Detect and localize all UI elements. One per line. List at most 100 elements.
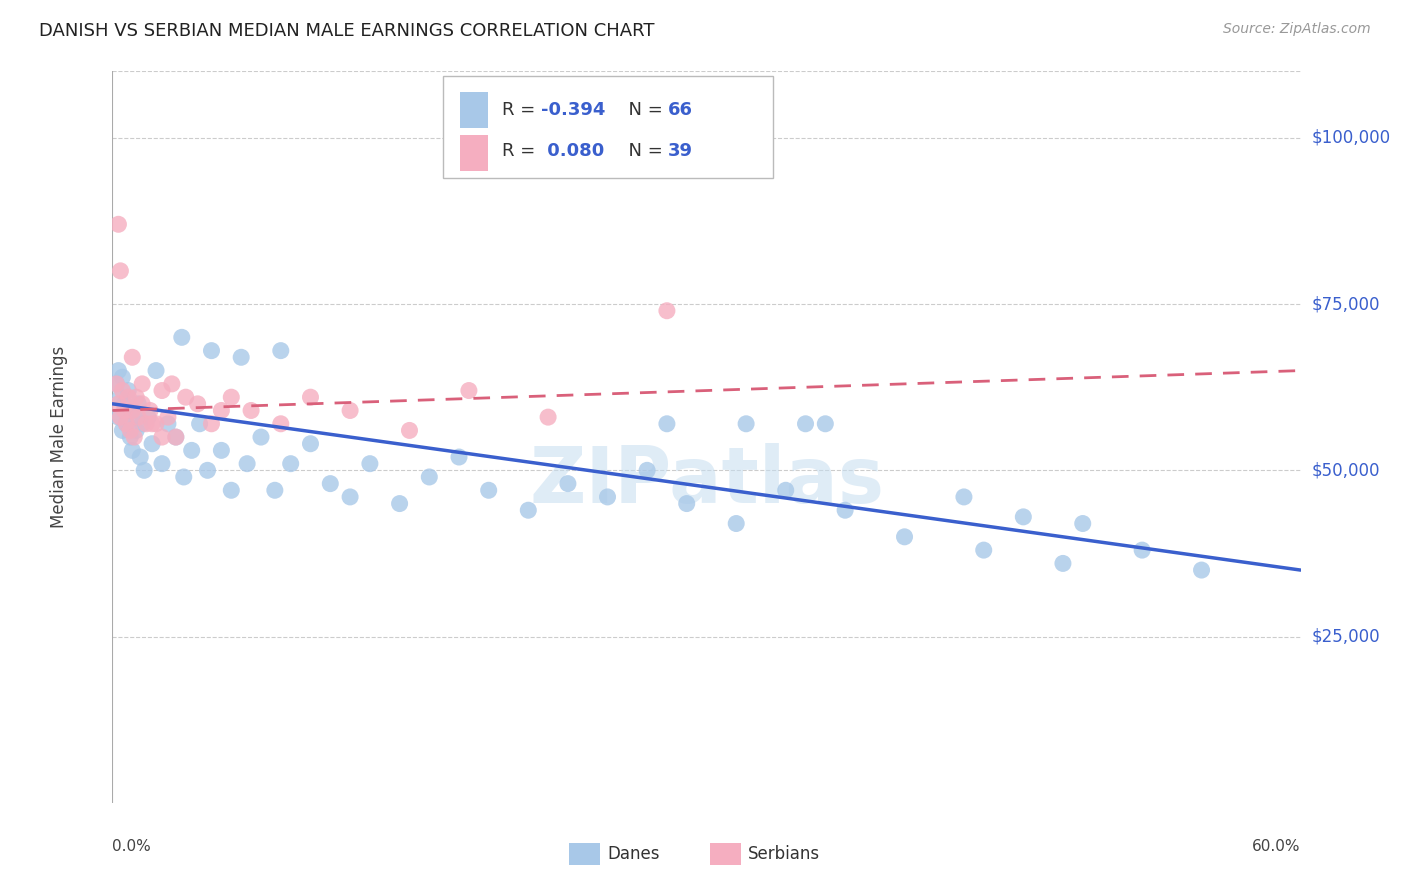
Text: 60.0%: 60.0% bbox=[1253, 839, 1301, 855]
Point bbox=[139, 403, 162, 417]
Point bbox=[141, 417, 163, 431]
Point bbox=[107, 363, 129, 377]
Point bbox=[200, 417, 222, 431]
Point bbox=[127, 397, 149, 411]
Text: ZIPatlas: ZIPatlas bbox=[529, 443, 884, 519]
Point bbox=[236, 457, 259, 471]
Text: R =: R = bbox=[502, 101, 541, 119]
Text: N =: N = bbox=[617, 142, 669, 160]
Point bbox=[121, 443, 143, 458]
Point bbox=[150, 430, 173, 444]
Point bbox=[398, 424, 420, 438]
Point bbox=[319, 476, 342, 491]
Point bbox=[121, 351, 143, 365]
Point bbox=[107, 217, 129, 231]
Point bbox=[299, 390, 322, 404]
Point bbox=[280, 457, 302, 471]
Point bbox=[117, 384, 139, 398]
Point bbox=[131, 417, 153, 431]
Point bbox=[1052, 557, 1074, 571]
Point bbox=[136, 410, 159, 425]
Point bbox=[418, 470, 440, 484]
Point bbox=[834, 503, 856, 517]
Point bbox=[135, 417, 157, 431]
Point bbox=[240, 403, 263, 417]
Point bbox=[170, 330, 193, 344]
Text: $50,000: $50,000 bbox=[1312, 461, 1381, 479]
Text: R =: R = bbox=[502, 142, 541, 160]
Point bbox=[129, 450, 152, 464]
Point bbox=[110, 264, 132, 278]
Point bbox=[655, 303, 678, 318]
Point bbox=[197, 463, 219, 477]
Point bbox=[173, 470, 195, 484]
Point bbox=[263, 483, 285, 498]
Point bbox=[156, 410, 179, 425]
Point bbox=[174, 390, 197, 404]
Text: 39: 39 bbox=[668, 142, 693, 160]
Point bbox=[219, 390, 242, 404]
Point bbox=[517, 503, 540, 517]
Text: Source: ZipAtlas.com: Source: ZipAtlas.com bbox=[1223, 22, 1371, 37]
Point bbox=[156, 417, 179, 431]
Point bbox=[121, 403, 143, 417]
Point bbox=[131, 397, 153, 411]
Point bbox=[112, 403, 135, 417]
Point bbox=[122, 410, 145, 425]
Point bbox=[1191, 563, 1213, 577]
Point bbox=[107, 410, 129, 425]
Text: Serbians: Serbians bbox=[748, 845, 820, 863]
Point bbox=[125, 424, 148, 438]
Point bbox=[115, 417, 138, 431]
Point bbox=[150, 457, 173, 471]
Text: -0.394: -0.394 bbox=[541, 101, 606, 119]
Point bbox=[111, 370, 134, 384]
Point bbox=[105, 376, 128, 391]
Point bbox=[105, 376, 128, 391]
Point bbox=[458, 384, 481, 398]
Text: 0.080: 0.080 bbox=[541, 142, 605, 160]
Point bbox=[893, 530, 915, 544]
Point bbox=[145, 417, 167, 431]
Text: 0.0%: 0.0% bbox=[112, 839, 152, 855]
Text: $100,000: $100,000 bbox=[1312, 128, 1391, 147]
Point bbox=[270, 343, 292, 358]
Point bbox=[165, 430, 187, 444]
Point bbox=[388, 497, 411, 511]
Point bbox=[270, 417, 292, 431]
Point bbox=[141, 436, 163, 450]
Point bbox=[120, 430, 142, 444]
Point bbox=[953, 490, 976, 504]
Point bbox=[557, 476, 579, 491]
Point bbox=[359, 457, 381, 471]
Point bbox=[250, 430, 273, 444]
Point bbox=[339, 490, 361, 504]
Point bbox=[794, 417, 817, 431]
Point bbox=[219, 483, 242, 498]
Point bbox=[111, 384, 134, 398]
Point bbox=[112, 397, 135, 411]
Point bbox=[121, 403, 143, 417]
Point bbox=[537, 410, 560, 425]
Point bbox=[160, 376, 183, 391]
Point bbox=[1012, 509, 1035, 524]
Point bbox=[115, 417, 138, 431]
Point bbox=[188, 417, 211, 431]
Point bbox=[209, 403, 232, 417]
Point bbox=[131, 376, 153, 391]
Point bbox=[145, 363, 167, 377]
Point bbox=[231, 351, 253, 365]
Point bbox=[735, 417, 758, 431]
Point bbox=[596, 490, 619, 504]
Point bbox=[299, 436, 322, 450]
Point bbox=[165, 430, 187, 444]
Point bbox=[107, 397, 129, 411]
Text: 66: 66 bbox=[668, 101, 693, 119]
Point bbox=[200, 343, 222, 358]
Point bbox=[725, 516, 748, 531]
Point bbox=[209, 443, 232, 458]
Point bbox=[1071, 516, 1094, 531]
Point bbox=[134, 463, 156, 477]
Point bbox=[973, 543, 995, 558]
Point bbox=[1130, 543, 1153, 558]
